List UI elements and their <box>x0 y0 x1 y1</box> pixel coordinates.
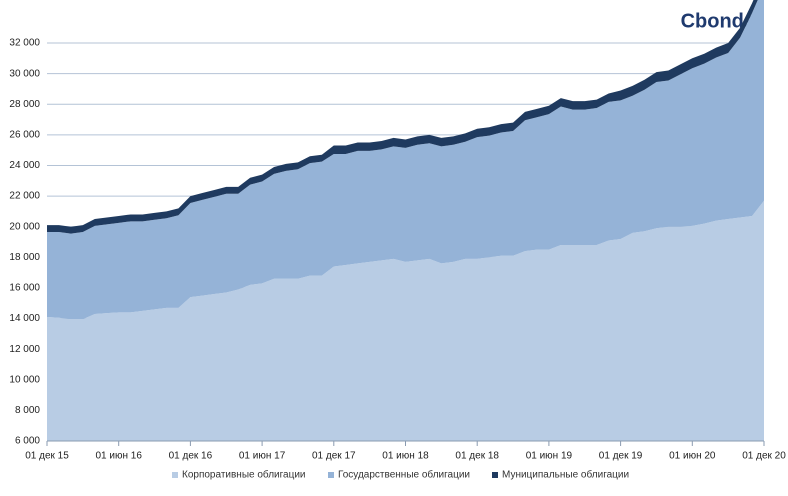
x-tick-label: 01 июн 16 <box>95 451 142 462</box>
area <box>47 0 764 320</box>
y-tick-label: 16 000 <box>9 283 40 294</box>
x-tick-label: 01 дек 15 <box>25 451 69 462</box>
y-tick-label: 6 000 <box>15 436 40 447</box>
area <box>47 200 764 441</box>
y-tick-label: 24 000 <box>9 160 40 171</box>
y-tick-label: 22 000 <box>9 191 40 202</box>
x-tick-label: 01 июн 20 <box>669 451 716 462</box>
y-tick-label: 20 000 <box>9 221 40 232</box>
x-tick-label: 01 дек 18 <box>455 451 499 462</box>
y-tick-label: 30 000 <box>9 68 40 79</box>
x-tick-label: 01 дек 19 <box>599 451 643 462</box>
legend-label: Государственные облигации <box>338 469 470 481</box>
y-tick-label: 12 000 <box>9 344 40 355</box>
x-tick-label: 01 дек 20 <box>742 451 786 462</box>
logo: Cbonds <box>681 10 755 32</box>
legend-swatch <box>172 472 178 478</box>
x-tick-label: 01 июн 19 <box>526 451 573 462</box>
y-tick-label: 32 000 <box>9 38 40 49</box>
legend-swatch <box>328 472 334 478</box>
y-tick-label: 8 000 <box>15 405 40 416</box>
legend-label: Муниципальные облигации <box>502 469 629 481</box>
areas <box>47 0 764 441</box>
legend-swatch <box>492 472 498 478</box>
x-tick-label: 01 дек 17 <box>312 451 356 462</box>
y-tick-label: 14 000 <box>9 313 40 324</box>
x-tick-label: 01 июн 17 <box>239 451 286 462</box>
y-tick-label: 28 000 <box>9 99 40 110</box>
x-tick-label: 01 дек 16 <box>169 451 213 462</box>
legend: Корпоративные облигации Государственные о… <box>172 469 629 481</box>
legend-label: Корпоративные облигации <box>182 469 306 481</box>
x-tick-label: 01 июн 18 <box>382 451 429 462</box>
y-tick-label: 18 000 <box>9 252 40 263</box>
y-tick-label: 10 000 <box>9 374 40 385</box>
y-tick-label: 26 000 <box>9 129 40 140</box>
